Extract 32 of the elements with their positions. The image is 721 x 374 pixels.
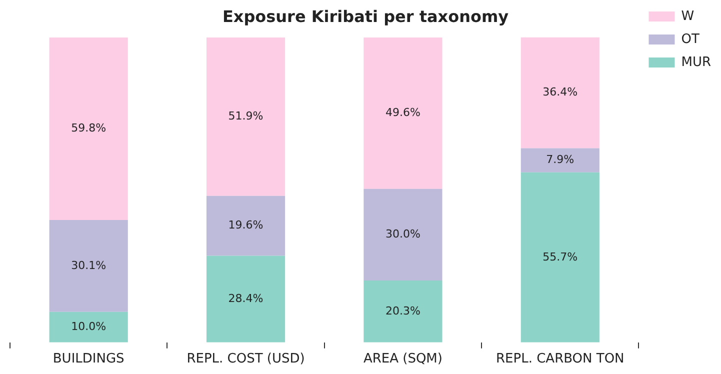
data-label: 20.3%	[385, 304, 420, 318]
x-tick-label: AREA (SQM)	[363, 352, 442, 367]
bar	[206, 38, 286, 196]
bar	[206, 256, 286, 342]
data-label: 55.7%	[542, 250, 578, 264]
bar	[49, 220, 128, 312]
data-label: 49.6%	[385, 106, 420, 120]
x-tick-label: BUILDINGS	[52, 352, 124, 367]
x-tick-label: REPL. CARBON TON	[496, 352, 624, 367]
data-label: 36.4%	[542, 86, 578, 99]
data-label: 30.1%	[71, 258, 106, 272]
bar	[49, 38, 128, 220]
data-label: 28.4%	[228, 292, 264, 305]
chart-title: Exposure Kiribati per taxonomy	[222, 6, 510, 26]
bar	[206, 196, 286, 256]
data-label: 59.8%	[71, 122, 106, 135]
bar	[364, 188, 442, 280]
data-label: 10.0%	[71, 320, 106, 333]
x-tick-label: REPL. COST (USD)	[186, 352, 305, 367]
legend-label: MUR	[681, 54, 711, 70]
bar	[520, 148, 600, 172]
bar	[364, 280, 442, 342]
data-label: 30.0%	[385, 228, 420, 241]
bar	[520, 172, 600, 342]
bar	[364, 38, 442, 189]
bar	[520, 37, 600, 148]
legend-label: W	[681, 8, 694, 24]
data-label: 19.6%	[228, 218, 264, 232]
legend-label: OT	[681, 32, 700, 47]
data-label: 51.9%	[228, 110, 264, 123]
bar	[49, 312, 128, 342]
data-label: 7.9%	[546, 153, 574, 166]
